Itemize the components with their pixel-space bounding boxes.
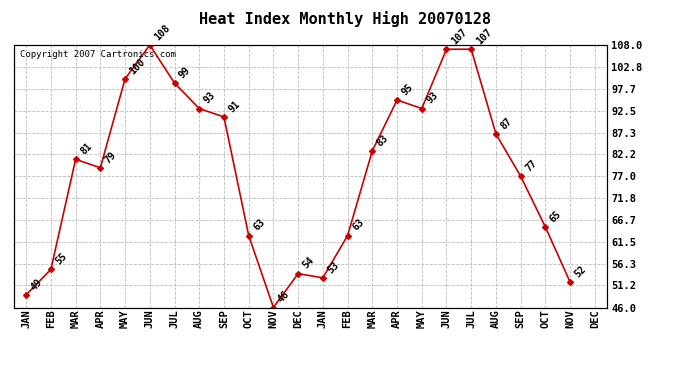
Text: 53: 53 bbox=[326, 260, 341, 275]
Text: 93: 93 bbox=[202, 90, 217, 106]
Text: Heat Index Monthly High 20070128: Heat Index Monthly High 20070128 bbox=[199, 11, 491, 27]
Text: 79: 79 bbox=[103, 150, 119, 165]
Text: 54: 54 bbox=[301, 255, 316, 271]
Text: 49: 49 bbox=[29, 277, 44, 292]
Text: 87: 87 bbox=[499, 116, 514, 131]
Text: 107: 107 bbox=[474, 27, 493, 46]
Text: 81: 81 bbox=[79, 141, 94, 156]
Text: 63: 63 bbox=[351, 217, 366, 233]
Text: 107: 107 bbox=[449, 27, 469, 46]
Text: 65: 65 bbox=[548, 209, 564, 224]
Text: 91: 91 bbox=[227, 99, 242, 114]
Text: 52: 52 bbox=[573, 264, 589, 279]
Text: 63: 63 bbox=[251, 217, 267, 233]
Text: 55: 55 bbox=[54, 251, 69, 267]
Text: 77: 77 bbox=[524, 158, 539, 174]
Text: Copyright 2007 Cartronics.com: Copyright 2007 Cartronics.com bbox=[20, 50, 176, 59]
Text: 108: 108 bbox=[152, 23, 172, 42]
Text: 99: 99 bbox=[177, 65, 193, 80]
Text: 95: 95 bbox=[400, 82, 415, 97]
Text: 46: 46 bbox=[276, 290, 292, 305]
Text: 83: 83 bbox=[375, 133, 391, 148]
Text: 100: 100 bbox=[128, 57, 148, 76]
Text: 93: 93 bbox=[424, 90, 440, 106]
